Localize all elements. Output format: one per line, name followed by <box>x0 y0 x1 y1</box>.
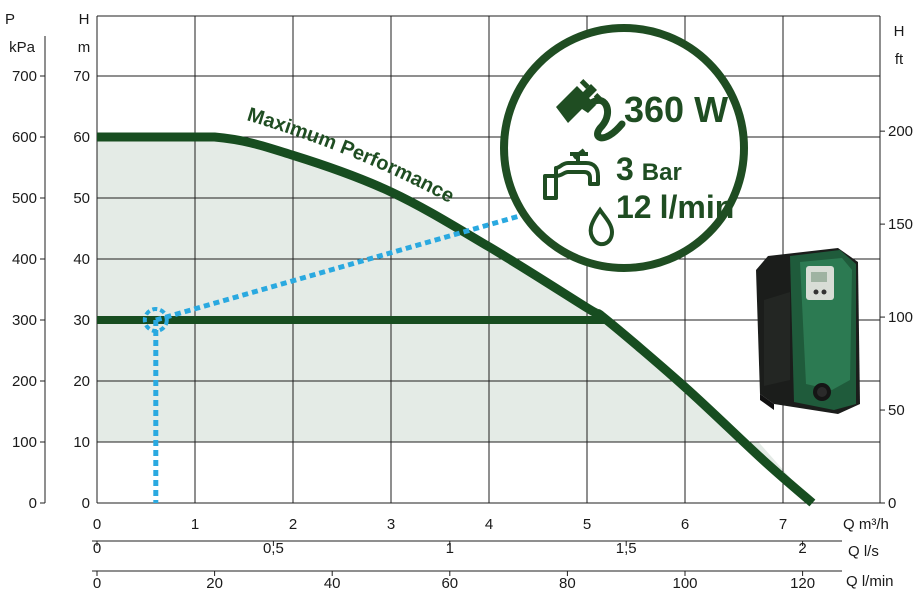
hft-axis-title: H <box>894 23 905 40</box>
p-tick-label: 600 <box>12 129 37 146</box>
p-axis-unit: kPa <box>9 39 36 56</box>
operating-point-leader-line <box>155 210 531 323</box>
badge-pressure-unit: Bar <box>642 159 682 186</box>
p-tick-label: 100 <box>12 434 37 451</box>
p-tick-label: 500 <box>12 190 37 207</box>
q-ls-tick-label: 1 <box>446 540 454 557</box>
q-lmin-tick-label: 0 <box>93 575 101 592</box>
p-axis-title: P <box>5 11 15 28</box>
pump-unit-image <box>756 248 860 414</box>
q-lmin-tick-label: 80 <box>559 575 576 592</box>
tick-labels: 0102030405060700100200300400500600700050… <box>12 68 913 592</box>
h-tick-label: 70 <box>73 68 90 85</box>
q-lmin-axis-label: Q l/min <box>846 573 894 590</box>
q-ls-tick-label: 1,5 <box>616 540 637 557</box>
plug-icon <box>556 79 626 142</box>
q-m3h-tick-label: 5 <box>583 516 591 533</box>
h-tick-label: 40 <box>73 251 90 268</box>
p-tick-label: 400 <box>12 251 37 268</box>
p-tick-label: 700 <box>12 68 37 85</box>
hft-axis-unit: ft <box>895 51 904 68</box>
q-m3h-tick-label: 1 <box>191 516 199 533</box>
h-axis-unit: m <box>78 39 91 56</box>
q-lmin-tick-label: 20 <box>206 575 223 592</box>
h-tick-label: 0 <box>82 495 90 512</box>
q-ls-tick-label: 0,5 <box>263 540 284 557</box>
q-ls-axis-label: Q l/s <box>848 543 879 560</box>
badge-pressure-value: 3 <box>616 151 634 187</box>
h-axis-title: H <box>79 11 90 28</box>
q-lmin-tick-label: 40 <box>324 575 341 592</box>
ft-tick-label: 200 <box>888 123 913 140</box>
h-tick-label: 10 <box>73 434 90 451</box>
q-ls-tick-label: 2 <box>798 540 806 557</box>
ft-tick-label: 50 <box>888 402 905 419</box>
q-m3h-tick-label: 7 <box>779 516 787 533</box>
badge-circle <box>500 24 748 272</box>
q-lmin-tick-label: 60 <box>441 575 458 592</box>
ft-tick-label: 150 <box>888 216 913 233</box>
badge-pressure: 3 Bar <box>616 151 682 187</box>
operating-point-marker <box>142 307 169 333</box>
h-tick-label: 20 <box>73 373 90 390</box>
ft-tick-label: 100 <box>888 309 913 326</box>
q-lmin-tick-label: 100 <box>672 575 697 592</box>
h-tick-label: 50 <box>73 190 90 207</box>
pump-display <box>806 266 834 300</box>
q-ls-tick-label: 0 <box>93 540 101 557</box>
q-m3h-tick-label: 6 <box>681 516 689 533</box>
q-m3h-tick-label: 0 <box>93 516 101 533</box>
p-tick-label: 0 <box>29 495 37 512</box>
water-drop-icon <box>588 206 615 247</box>
badge-flow-value: 12 <box>616 189 652 225</box>
p-tick-label: 200 <box>12 373 37 390</box>
tap-icon <box>543 148 600 200</box>
badge-flow-unit: l/min <box>660 189 735 225</box>
q-m3h-tick-label: 2 <box>289 516 297 533</box>
series-maximum-performance-line <box>97 132 816 507</box>
q-m3h-tick-label: 3 <box>387 516 395 533</box>
badge-power: 360 W <box>624 89 728 130</box>
q-m3h-tick-label: 4 <box>485 516 493 533</box>
q-lmin-tick-label: 120 <box>790 575 815 592</box>
h-tick-label: 60 <box>73 129 90 146</box>
h-tick-label: 30 <box>73 312 90 329</box>
series-group <box>97 132 816 507</box>
ft-tick-label: 0 <box>888 495 896 512</box>
spec-badge: 360 W 3 Bar 12 l/min <box>500 24 748 272</box>
q-m3h-axis-label: Q m³/h <box>843 516 889 533</box>
p-tick-label: 300 <box>12 312 37 329</box>
badge-flow: 12 l/min <box>616 189 734 225</box>
